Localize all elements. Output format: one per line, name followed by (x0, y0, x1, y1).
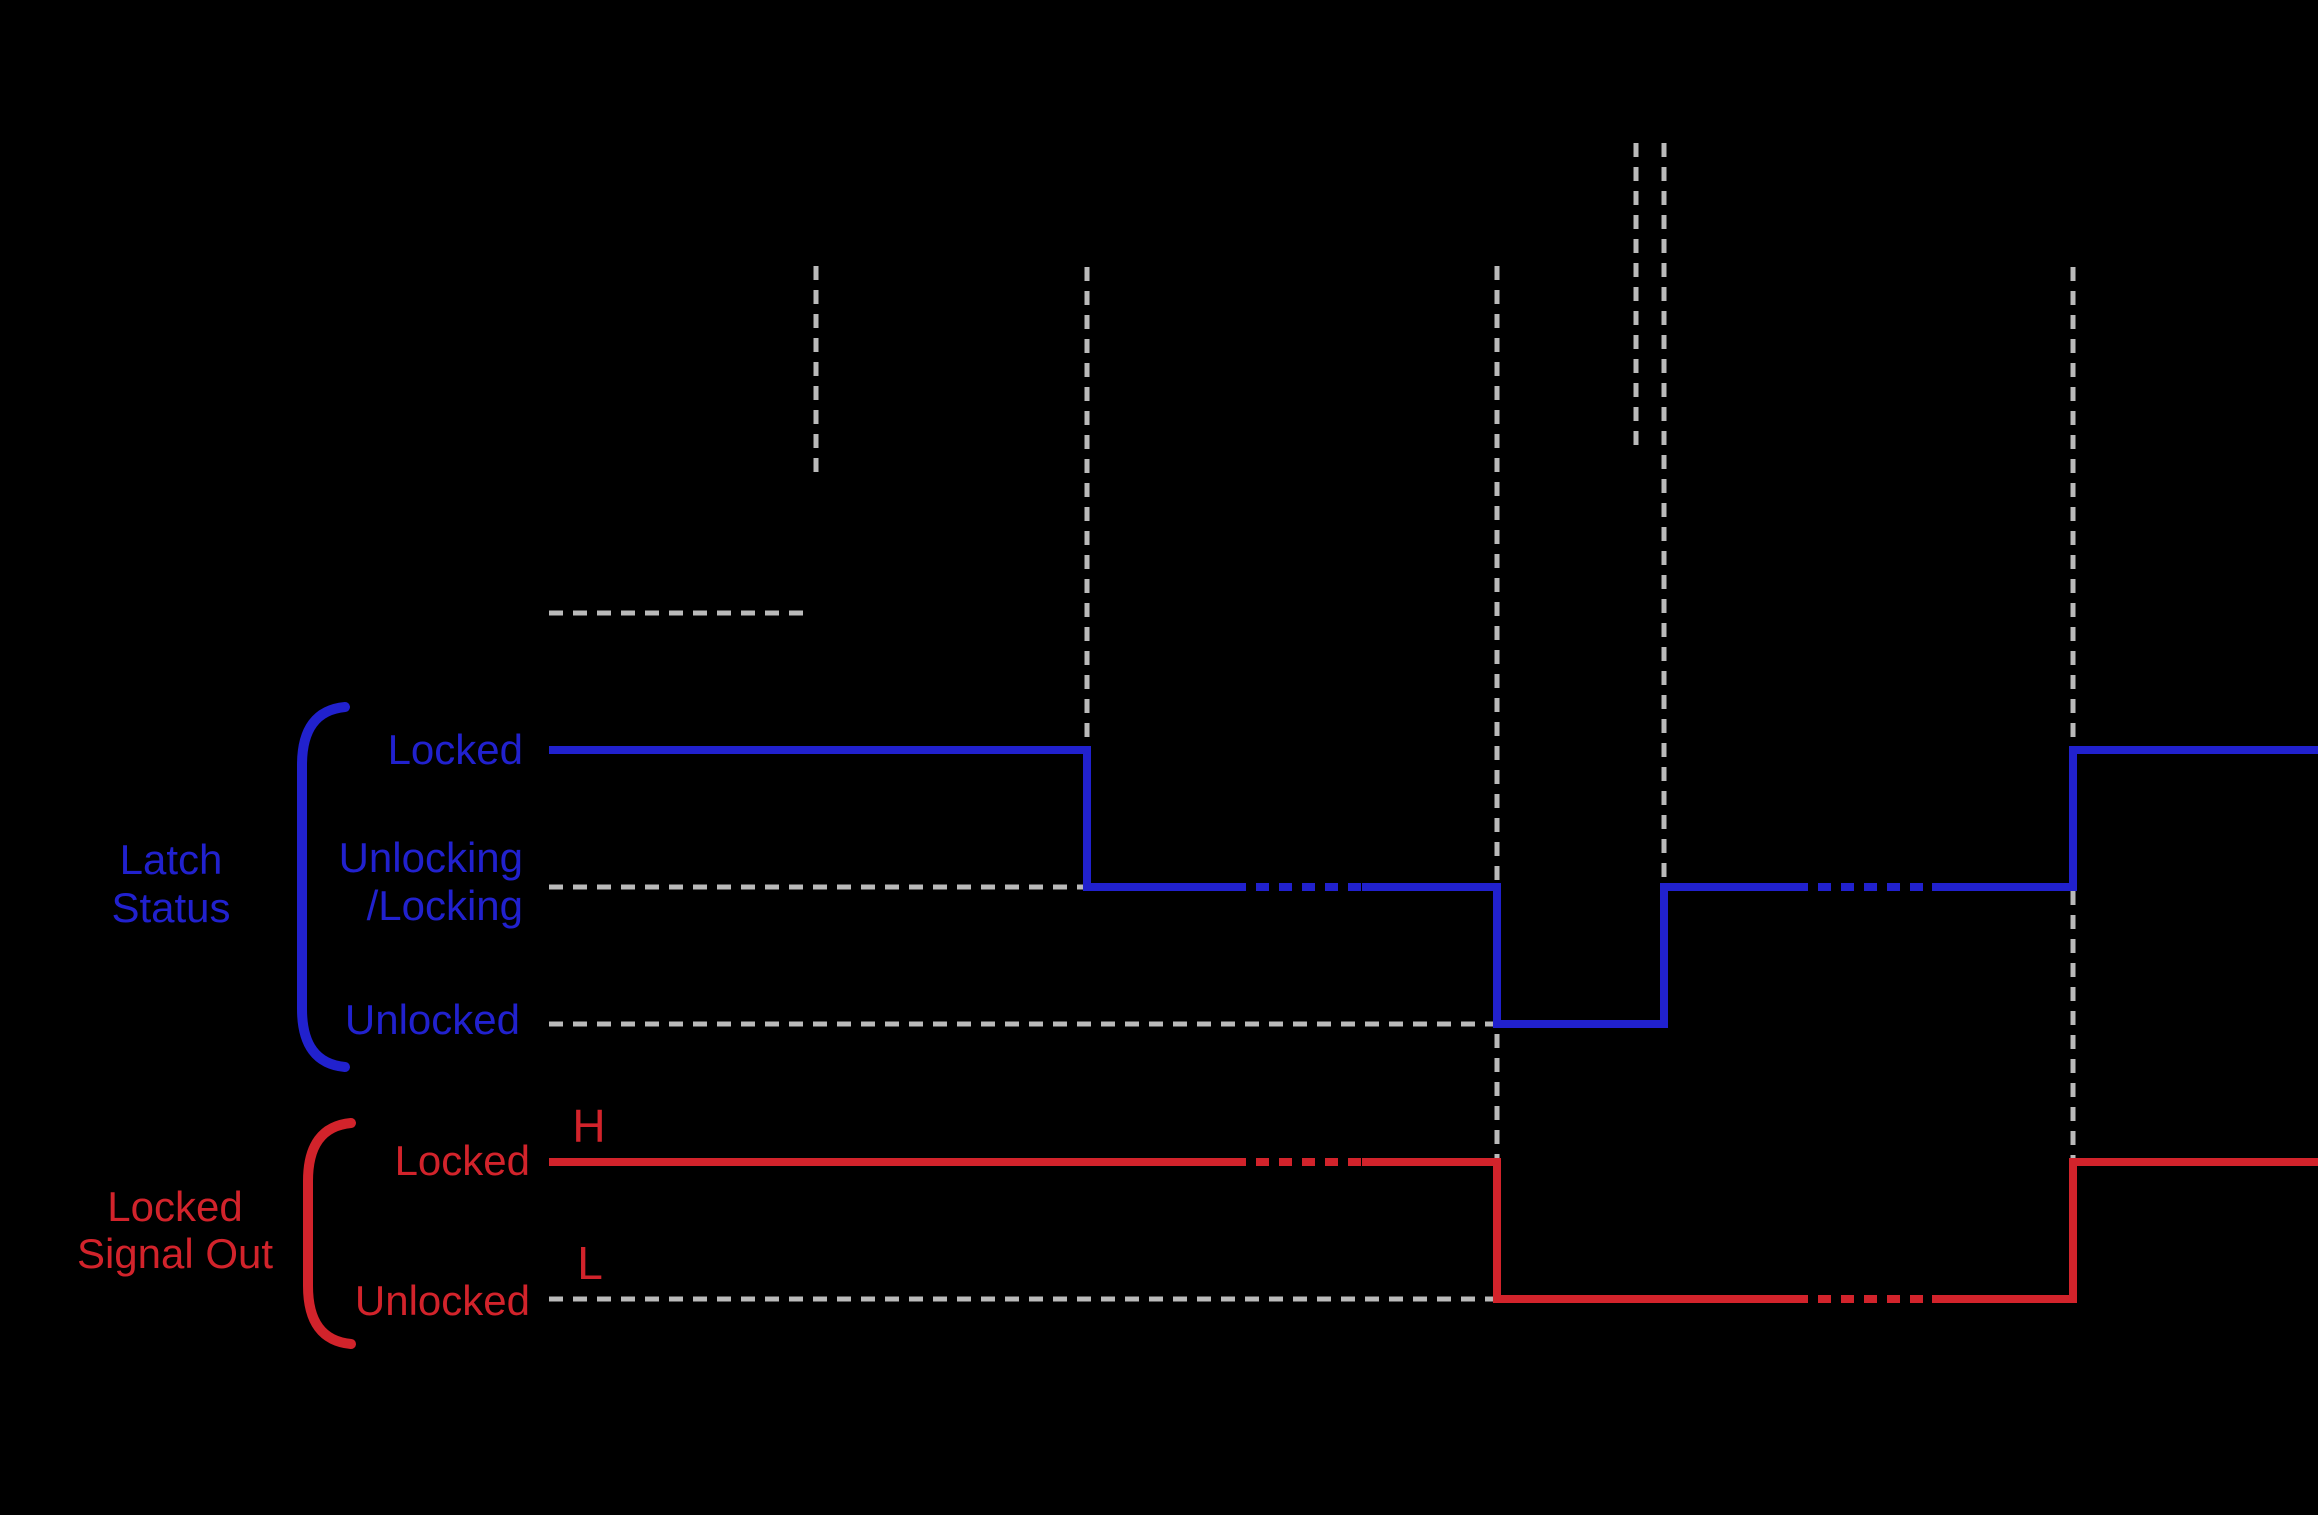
latch-level-locked-label: Locked (387, 726, 523, 773)
latch-brace (297, 702, 350, 1072)
latch-status-group-label: Latch Status (58, 836, 284, 932)
latch-status-group-label-line1: Latch (119, 836, 223, 883)
signal-level-locked-label: Locked (394, 1137, 530, 1184)
latch-level-locking-label-line2: /Locking (366, 882, 523, 929)
locked-signal-out-group-label-line1: Locked (107, 1183, 243, 1230)
locked-signal-out-group-label: Locked Signal Out (35, 1183, 315, 1277)
logic-low-label: L (577, 1237, 603, 1289)
latch-status-signal-solid-segment (549, 746, 1233, 891)
latch-status-signal-solid-segment (1362, 883, 1795, 1028)
locked-signal-out-signal-solid-segment (1932, 1158, 2318, 1303)
latch-status-group-label-line2: Status (111, 884, 231, 931)
latch-level-unlocking-label-line1: Unlocking (338, 834, 523, 881)
latch-level-unlocking-locking-label: Unlocking /Locking (293, 834, 523, 930)
locked-signal-brace (303, 1118, 356, 1349)
locked-signal-out-group-label-line2: Signal Out (76, 1230, 274, 1277)
signal-level-unlocked-label: Unlocked (354, 1277, 530, 1324)
latch-status-signal-solid-segment (1932, 746, 2318, 891)
latch-level-unlocked-label: Unlocked (344, 996, 520, 1043)
locked-signal-out-signal-solid-segment (1362, 1158, 1795, 1303)
logic-high-label: H (572, 1100, 606, 1152)
